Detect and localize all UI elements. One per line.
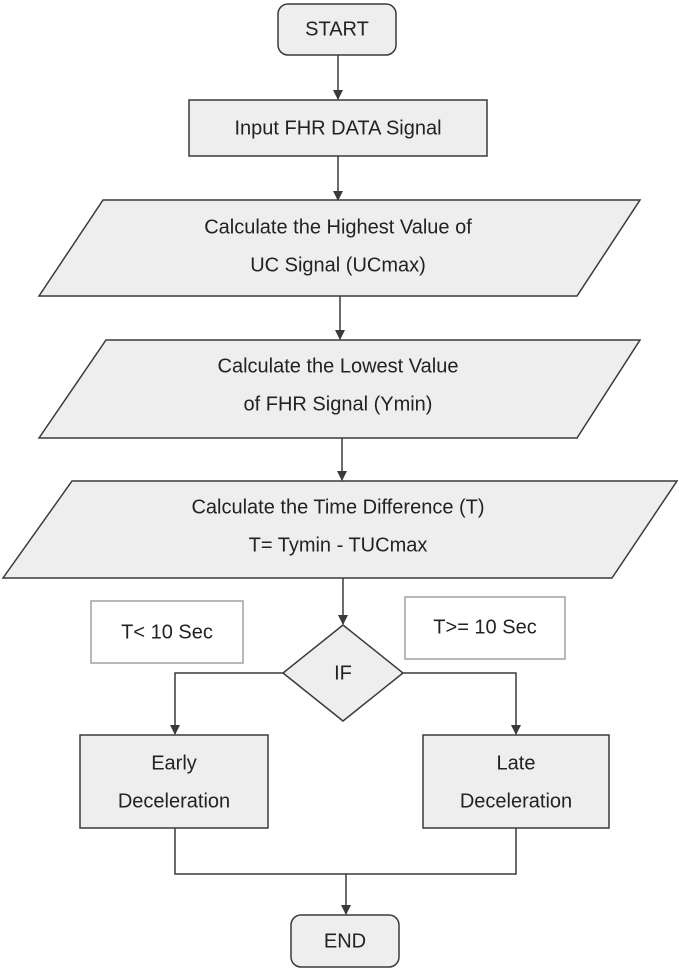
early-deceleration-box: Early Deceleration <box>79 734 269 829</box>
calc-time-line-1: Calculate the Time Difference (T) <box>191 496 484 518</box>
calc-ymin-parallelogram: Calculate the Lowest Value of FHR Signal… <box>37 339 642 439</box>
calc-ucmax-line-2: UC Signal (UCmax) <box>250 254 426 276</box>
early-line-2: Deceleration <box>118 790 230 812</box>
connectors <box>170 55 521 915</box>
input-process-box: Input FHR DATA Signal <box>188 99 488 157</box>
calc-ucmax-parallelogram: Calculate the Highest Value of UC Signal… <box>37 199 642 297</box>
condition-left-label: T< 10 Sec <box>121 621 213 643</box>
calc-time-line-2: T= Tymin - TUCmax <box>249 534 428 556</box>
condition-left-box: T< 10 Sec <box>90 600 244 664</box>
calc-ucmax-line-1: Calculate the Highest Value of <box>204 216 472 238</box>
late-deceleration-box: Late Deceleration <box>422 734 610 829</box>
start-terminal: START <box>277 3 397 56</box>
late-line-2: Deceleration <box>460 790 572 812</box>
decision-label: IF <box>334 662 352 684</box>
calc-ymin-line-1: Calculate the Lowest Value <box>218 355 459 377</box>
end-label: END <box>324 930 366 952</box>
late-line-1: Late <box>497 752 536 774</box>
arrow-decision-to-late <box>403 672 521 735</box>
condition-right-box: T>= 10 Sec <box>404 596 566 660</box>
condition-right-label: T>= 10 Sec <box>433 616 536 638</box>
arrow-decision-to-early <box>170 672 283 735</box>
calc-time-parallelogram: Calculate the Time Difference (T) T= Tym… <box>1 480 679 579</box>
connector-early-merge <box>174 828 517 875</box>
early-line-1: Early <box>151 752 197 774</box>
calc-ymin-line-2: of FHR Signal (Ymin) <box>244 393 433 415</box>
input-process-label: Input FHR DATA Signal <box>234 117 441 139</box>
end-terminal: END <box>290 914 400 968</box>
decision-diamond: IF <box>281 624 405 722</box>
start-label: START <box>305 18 369 40</box>
